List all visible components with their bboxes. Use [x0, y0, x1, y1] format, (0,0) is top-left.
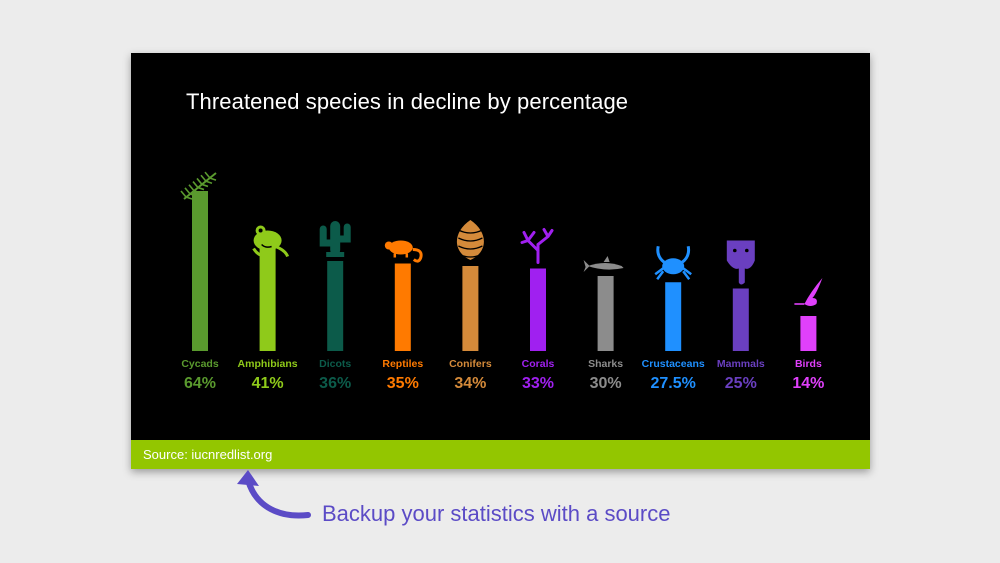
bar-corals	[530, 268, 546, 351]
value-label: 25%	[725, 375, 757, 392]
category-label: Conifers	[449, 358, 492, 370]
coral-icon	[520, 228, 554, 264]
bar-amphibians	[259, 248, 276, 351]
category-label: Amphibians	[238, 358, 298, 370]
value-label: 33%	[522, 375, 554, 392]
bar-dicots	[327, 261, 344, 351]
hummingbird-icon	[794, 278, 823, 306]
category-label: Crustaceans	[642, 358, 705, 370]
source-bar: Source: iucnredlist.org	[131, 440, 870, 469]
bar-mammals	[732, 288, 749, 351]
value-label: 27.5%	[651, 375, 696, 392]
bar-reptiles	[394, 263, 411, 351]
curved-arrow-icon	[237, 470, 311, 519]
value-label: 34%	[454, 375, 486, 392]
cactus-icon	[319, 221, 351, 257]
category-label: Dicots	[319, 358, 351, 370]
pinecone-icon	[456, 220, 484, 260]
caption: Backup your statistics with a source	[322, 501, 671, 526]
category-label: Reptiles	[382, 358, 423, 370]
frog-icon	[252, 225, 290, 258]
value-label: 36%	[319, 375, 351, 392]
value-label: 30%	[590, 375, 622, 392]
value-label: 35%	[387, 375, 419, 392]
source-text: Source: iucnredlist.org	[143, 447, 273, 462]
crab-icon	[654, 245, 692, 280]
value-label: 41%	[252, 375, 284, 392]
category-label: Mammals	[717, 358, 765, 370]
bar-cycads	[192, 191, 208, 351]
bar-birds	[800, 316, 817, 351]
category-label: Cycads	[181, 358, 219, 370]
slide: Threatened species in decline by percent…	[131, 53, 870, 469]
bar-chart: Cycads 64% Amphibians 41% Dicots 36% Reptiles 3…	[180, 171, 824, 392]
elephant-icon	[726, 240, 755, 285]
chameleon-icon	[384, 240, 423, 263]
category-label: Sharks	[588, 358, 623, 370]
value-label: 64%	[184, 375, 216, 392]
bar-sharks	[597, 276, 614, 351]
category-label: Birds	[795, 358, 822, 370]
value-label: 14%	[792, 375, 824, 392]
bar-crustaceans	[665, 282, 682, 351]
bar-conifers	[462, 266, 479, 351]
shark-icon	[583, 256, 624, 272]
fern-icon	[180, 171, 217, 200]
chart-title: Threatened species in decline by percent…	[186, 89, 629, 114]
category-label: Corals	[522, 358, 555, 370]
